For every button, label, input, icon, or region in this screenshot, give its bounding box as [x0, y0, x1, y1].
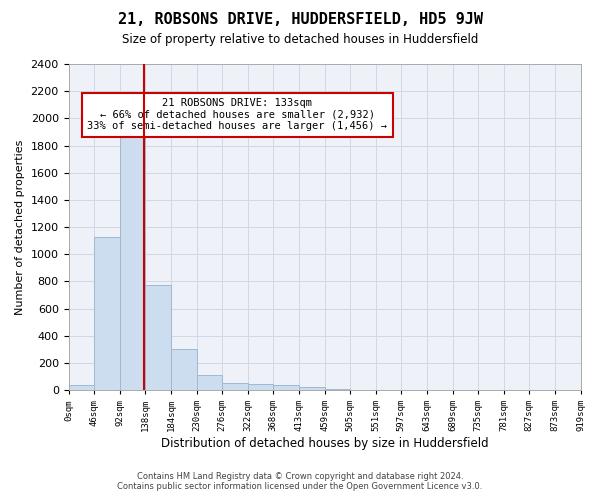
- Bar: [94, 236, 120, 390]
- Text: 21 ROBSONS DRIVE: 133sqm
← 66% of detached houses are smaller (2,932)
33% of sem: 21 ROBSONS DRIVE: 133sqm ← 66% of detach…: [88, 98, 388, 132]
- Text: 21, ROBSONS DRIVE, HUDDERSFIELD, HD5 9JW: 21, ROBSONS DRIVE, HUDDERSFIELD, HD5 9JW: [118, 12, 482, 28]
- Bar: [171, 350, 197, 390]
- Text: Size of property relative to detached houses in Huddersfield: Size of property relative to detached ho…: [122, 32, 478, 46]
- Bar: [68, 384, 94, 390]
- Bar: [248, 384, 274, 390]
- Bar: [299, 387, 325, 390]
- Bar: [325, 389, 350, 390]
- Bar: [274, 386, 299, 390]
- Bar: [197, 375, 222, 390]
- Y-axis label: Number of detached properties: Number of detached properties: [15, 140, 25, 315]
- Bar: [120, 124, 145, 390]
- Bar: [222, 384, 248, 390]
- Bar: [145, 285, 171, 390]
- X-axis label: Distribution of detached houses by size in Huddersfield: Distribution of detached houses by size …: [161, 437, 488, 450]
- Text: Contains HM Land Registry data © Crown copyright and database right 2024.
Contai: Contains HM Land Registry data © Crown c…: [118, 472, 482, 491]
